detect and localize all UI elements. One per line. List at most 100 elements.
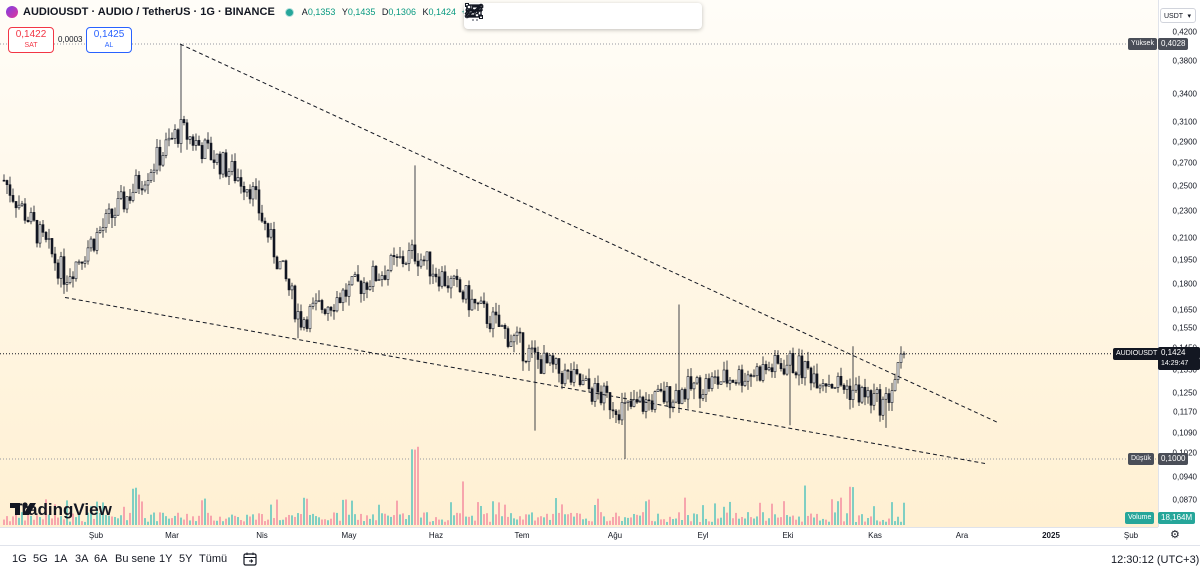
candle-body	[689, 376, 693, 390]
candle-body	[869, 390, 873, 406]
volume-bar	[366, 515, 368, 525]
volume-bar	[165, 516, 167, 525]
price-tick-label: 0,2100	[1172, 233, 1197, 243]
volume-bar	[345, 499, 347, 525]
timeframe-all[interactable]: Tümü	[199, 553, 228, 565]
candle-body	[833, 387, 837, 389]
rectangle-tool-icon[interactable]	[465, 3, 566, 27]
time-axis[interactable]: Şub Mar Nis May Haz Tem Ağu Eyl Eki Kas Ara 2025 Şub	[0, 527, 1158, 546]
symbol-title[interactable]: AUDIOUSDT · AUDIO / TetherUS · 1G · BINA…	[23, 6, 275, 18]
timeframe-3a[interactable]: 3A	[75, 553, 89, 565]
axis-settings-icon[interactable]: ⚙	[1170, 529, 1180, 541]
horizontal-ray-tool-icon[interactable]	[465, 5, 539, 27]
candle-body	[392, 255, 396, 257]
volume-bar	[585, 518, 587, 525]
candle-body	[14, 201, 18, 209]
volume-bar	[699, 521, 701, 525]
candle-body	[581, 380, 585, 386]
volume-bar	[564, 514, 566, 525]
trend-line-tool-icon[interactable]	[464, 4, 512, 27]
candle-body	[794, 372, 798, 376]
volume-bar	[504, 504, 506, 525]
candle-body	[839, 375, 843, 386]
candle-body	[440, 271, 444, 287]
volume-bar	[705, 518, 707, 525]
volume-bar	[558, 512, 560, 525]
candle-body	[563, 369, 567, 385]
candle-body	[884, 393, 888, 400]
fib-retracement-tool-icon[interactable]	[466, 5, 593, 27]
volume-bar	[867, 518, 869, 525]
candle-body	[626, 400, 630, 403]
candle-body	[155, 146, 159, 171]
clock-display[interactable]: 12:30:12 (UTC+3)	[1111, 554, 1200, 566]
candle-body	[335, 297, 339, 312]
volume-bar	[387, 515, 389, 525]
candle-body	[902, 353, 906, 356]
brush-tool-icon[interactable]	[465, 4, 675, 27]
candle-body	[50, 238, 54, 255]
currency-selector[interactable]: USDT ▾	[1160, 8, 1196, 23]
volume-bar	[447, 520, 449, 525]
timeframe-5g[interactable]: 5G	[33, 553, 48, 565]
volume-bar	[183, 519, 185, 525]
candle-body	[896, 362, 900, 380]
volume-bar	[495, 514, 497, 525]
time-tick-label: Şub	[1123, 531, 1139, 540]
volume-bar	[684, 497, 686, 525]
volume-bar	[825, 519, 827, 525]
position-tool-icon[interactable]	[466, 4, 648, 27]
timeframe-1g[interactable]: 1G	[12, 553, 27, 565]
candle-body	[500, 325, 504, 327]
pattern-tool-icon[interactable]	[464, 3, 620, 27]
time-tick-label: Tem	[514, 531, 530, 540]
buy-button[interactable]: 0,1425 AL	[86, 27, 132, 53]
candle-body	[218, 153, 222, 175]
high-label: Yüksek	[1128, 38, 1157, 50]
candle-body	[494, 311, 498, 316]
volume-bar	[60, 516, 62, 525]
candle-body	[374, 265, 378, 281]
candle-body	[365, 282, 369, 290]
timeframe-ytd[interactable]: Bu sene	[115, 553, 156, 565]
volume-bar	[474, 520, 476, 525]
candle-body	[674, 390, 678, 403]
volume-bar	[141, 501, 143, 525]
sell-button[interactable]: 0,1422 SAT	[8, 27, 54, 53]
volume-bar	[465, 516, 467, 525]
volume-bar	[57, 517, 59, 525]
volume-bar	[72, 513, 74, 525]
timeframe-1a[interactable]: 1A	[54, 553, 68, 565]
buy-price: 0,1425	[93, 29, 125, 40]
price-axis[interactable]: 0,4200 0,3800 0,3400 0,3100 0,2900 0,2700 0,25…	[1158, 0, 1200, 527]
candle-body	[86, 247, 90, 262]
candle-body	[191, 136, 195, 146]
timeframe-1y[interactable]: 1Y	[159, 553, 173, 565]
candle-body	[848, 385, 852, 401]
volume-bar	[855, 521, 857, 525]
candle-body	[512, 335, 516, 343]
candle-body	[695, 377, 699, 384]
price-chart[interactable]	[0, 0, 1158, 527]
candle-body	[266, 223, 270, 238]
timeframe-6a[interactable]: 6A	[94, 553, 108, 565]
timeframe-5y[interactable]: 5Y	[179, 553, 193, 565]
candle-body	[482, 300, 486, 305]
volume-bar	[378, 504, 380, 525]
volume-bar	[156, 521, 158, 525]
candle-body	[302, 319, 306, 328]
line-tool-icon[interactable]	[466, 4, 702, 27]
volume-bar	[630, 517, 632, 525]
candle-body	[257, 189, 261, 214]
volume-bar	[426, 512, 428, 525]
volume-bar	[261, 514, 263, 525]
price-tick-label: 0,2700	[1172, 158, 1197, 168]
volume-bar	[318, 517, 320, 525]
candle-body	[638, 396, 642, 403]
candle-body	[719, 381, 723, 385]
candle-body	[371, 265, 375, 287]
date-range-icon[interactable]	[242, 551, 258, 572]
chart-pane[interactable]: AUDIOUSDT · AUDIO / TetherUS · 1G · BINA…	[0, 0, 1158, 527]
volume-bar	[297, 513, 299, 525]
tradingview-logo[interactable]: TradingView	[10, 500, 112, 520]
